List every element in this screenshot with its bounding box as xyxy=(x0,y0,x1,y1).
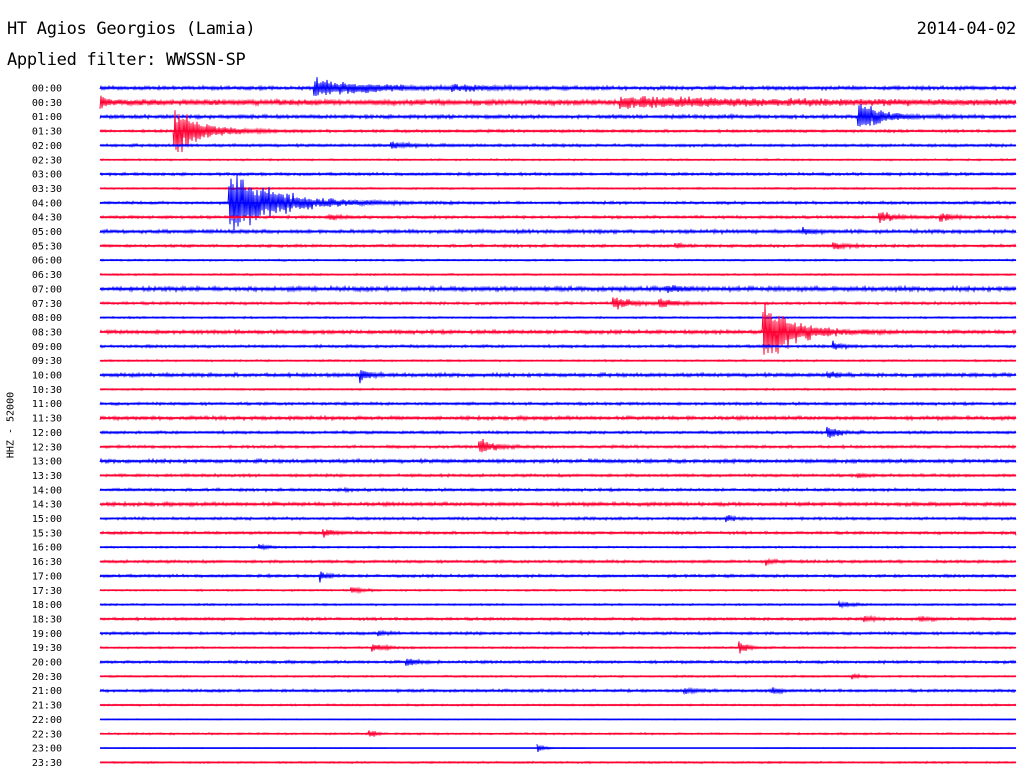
date-label: 2014-04-02 xyxy=(916,19,1017,39)
seismic-traces xyxy=(99,77,1017,765)
trace-row-0900 xyxy=(99,340,1017,351)
row-label-0230: 02:30 xyxy=(32,155,62,166)
row-label-0600: 06:00 xyxy=(32,256,62,267)
station-title: HT Agios Georgios (Lamia) xyxy=(7,19,256,39)
row-label-1700: 17:00 xyxy=(32,571,62,582)
row-label-2330: 23:30 xyxy=(32,758,62,769)
row-label-0630: 06:30 xyxy=(32,270,62,281)
row-label-0030: 00:30 xyxy=(32,98,62,109)
row-label-2030: 20:30 xyxy=(32,672,62,683)
row-label-1530: 15:30 xyxy=(32,528,62,539)
row-label-1430: 14:30 xyxy=(32,500,62,511)
row-label-0200: 02:00 xyxy=(32,141,62,152)
filter-label: Applied filter: WWSSN-SP xyxy=(7,50,246,70)
row-label-1130: 11:30 xyxy=(32,414,62,425)
trace-row-1630 xyxy=(99,557,1017,566)
trace-row-0100 xyxy=(99,104,1017,127)
row-label-1030: 10:30 xyxy=(32,385,62,396)
row-label-1300: 13:00 xyxy=(32,457,62,468)
row-label-0130: 01:30 xyxy=(32,127,62,138)
row-label-0100: 01:00 xyxy=(32,112,62,123)
trace-row-0000 xyxy=(99,77,1017,97)
row-label-0000: 00:00 xyxy=(32,84,62,95)
row-label-0700: 07:00 xyxy=(32,284,62,295)
row-label-2130: 21:30 xyxy=(32,701,62,712)
row-label-2230: 22:30 xyxy=(32,729,62,740)
row-label-0900: 09:00 xyxy=(32,342,62,353)
row-label-1630: 16:30 xyxy=(32,557,62,568)
row-label-0830: 08:30 xyxy=(32,327,62,338)
row-label-0800: 08:00 xyxy=(32,313,62,324)
row-time-labels: 00:00 00:30 01:00 01:30 02:00 02:30 03:00 03:30… xyxy=(32,84,62,769)
row-label-1900: 19:00 xyxy=(32,629,62,640)
row-label-1930: 19:30 xyxy=(32,643,62,654)
row-label-1100: 11:00 xyxy=(32,399,62,410)
row-label-1000: 10:00 xyxy=(32,371,62,382)
row-label-0300: 03:00 xyxy=(32,170,62,181)
row-label-1200: 12:00 xyxy=(32,428,62,439)
row-label-2000: 20:00 xyxy=(32,658,62,669)
trace-row-1230 xyxy=(99,438,1017,453)
row-label-0530: 05:30 xyxy=(32,241,62,252)
row-label-2300: 23:00 xyxy=(32,744,62,755)
row-label-2100: 21:00 xyxy=(32,686,62,697)
row-label-0930: 09:30 xyxy=(32,356,62,367)
row-label-0730: 07:30 xyxy=(32,299,62,310)
row-label-0330: 03:30 xyxy=(32,184,62,195)
row-label-1600: 16:00 xyxy=(32,543,62,554)
row-label-1330: 13:30 xyxy=(32,471,62,482)
row-label-1500: 15:00 xyxy=(32,514,62,525)
row-label-1400: 14:00 xyxy=(32,485,62,496)
row-label-1730: 17:30 xyxy=(32,586,62,597)
row-label-0400: 04:00 xyxy=(32,198,62,209)
row-label-1800: 18:00 xyxy=(32,600,62,611)
row-label-0500: 05:00 xyxy=(32,227,62,238)
trace-row-1700 xyxy=(99,571,1017,583)
row-label-1830: 18:30 xyxy=(32,614,62,625)
row-label-1230: 12:30 xyxy=(32,442,62,453)
trace-row-1000 xyxy=(99,370,1017,384)
row-label-0430: 04:30 xyxy=(32,213,62,224)
row-label-2200: 22:00 xyxy=(32,715,62,726)
